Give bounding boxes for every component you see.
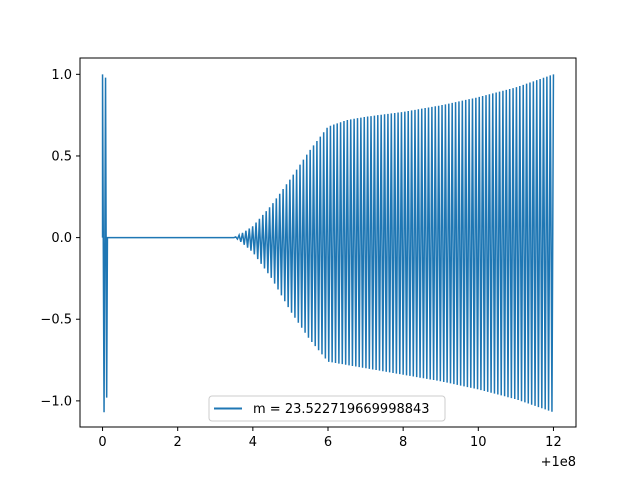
y-tick-label: −0.5: [40, 313, 72, 328]
x-tick-label: 8: [399, 435, 407, 450]
x-tick-label: 0: [98, 435, 106, 450]
y-tick-label: −1.0: [40, 394, 72, 409]
plot-area: [101, 74, 555, 413]
y-axis: −1.0 −0.5 0.0 0.5 1.0: [40, 68, 80, 409]
y-tick-label: 0.5: [51, 149, 72, 164]
x-tick-label: 10: [470, 435, 487, 450]
y-tick-label: 0.0: [51, 231, 72, 246]
x-offset-label: +1e8: [541, 455, 576, 470]
x-axis: 0 2 4 6 8 10 12: [98, 427, 562, 450]
x-tick-label: 2: [174, 435, 182, 450]
y-tick-label: 1.0: [51, 68, 72, 83]
series-line: [101, 74, 555, 413]
x-tick-label: 4: [249, 435, 257, 450]
x-tick-label: 12: [545, 435, 562, 450]
legend-entry-label: m = 23.522719669998843: [253, 402, 430, 417]
legend-box: [208, 395, 446, 422]
x-tick-label: 6: [324, 435, 332, 450]
legend: m = 23.522719669998843: [208, 395, 446, 422]
